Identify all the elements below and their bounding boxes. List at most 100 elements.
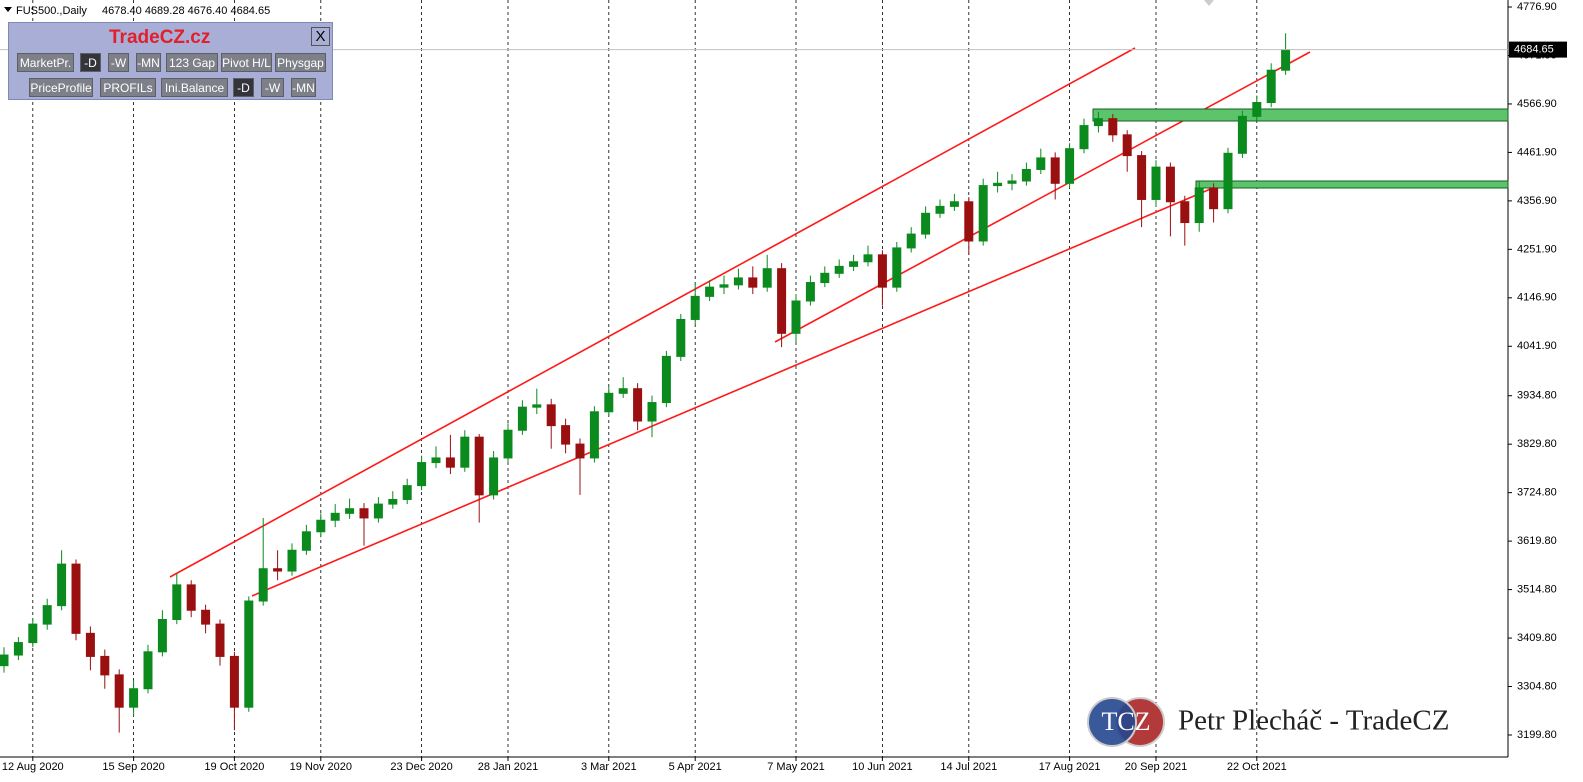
candle-body <box>273 568 283 572</box>
candle-body <box>215 623 225 657</box>
candle-body <box>1223 152 1233 210</box>
candle-body <box>921 212 931 235</box>
candle-body <box>1007 180 1017 184</box>
candle-body <box>1252 102 1262 117</box>
x-tick-label: 19 Nov 2020 <box>290 761 352 773</box>
panel-close[interactable]: X <box>311 27 330 46</box>
candle-body <box>258 568 268 602</box>
candle-body <box>949 201 959 207</box>
y-tick-label: 4566.90 <box>1517 98 1557 110</box>
grid <box>32 0 1258 757</box>
y-tick-label: 4041.90 <box>1517 340 1557 352</box>
panel-button[interactable]: PriceProfile <box>29 78 93 97</box>
candle-body <box>1137 155 1147 200</box>
logo-circle <box>1087 697 1137 747</box>
panel-button[interactable]: MarketPr. <box>17 53 74 72</box>
candle-body <box>762 268 772 288</box>
candle-body <box>129 688 139 708</box>
trend-line <box>169 47 1136 578</box>
candle-body <box>719 284 729 288</box>
candle-body <box>143 651 153 690</box>
candle-body <box>1050 157 1060 184</box>
y-tick-label: 3619.80 <box>1517 535 1557 547</box>
candle-body <box>359 508 369 519</box>
candle-body <box>589 411 599 459</box>
x-tick-label: 23 Dec 2020 <box>390 761 452 773</box>
panel-button[interactable]: -D <box>233 78 254 97</box>
current-price-label: 4684.65 <box>1514 44 1554 56</box>
y-tick-label: 4776.90 <box>1517 1 1557 13</box>
candle-body <box>1194 187 1204 224</box>
x-tick-label: 17 Aug 2021 <box>1039 761 1101 773</box>
ohlc-label: 4678.40 4689.28 4676.40 4684.65 <box>102 5 270 17</box>
panel-button[interactable]: -W <box>108 53 129 72</box>
candle-body <box>1165 166 1175 203</box>
candle-body <box>993 182 1003 187</box>
trend-line <box>774 51 1311 343</box>
candles <box>0 33 1291 733</box>
panel-button[interactable]: Pivot H/L <box>221 53 272 72</box>
shift-marker <box>1204 0 1214 6</box>
candle-body <box>978 185 988 242</box>
logo-text: TCZ <box>1101 707 1150 736</box>
candle-body <box>1079 125 1089 150</box>
candle-body <box>1151 166 1161 200</box>
candle-body <box>647 402 657 422</box>
x-tick-label: 22 Oct 2021 <box>1227 761 1287 773</box>
candle-body <box>114 674 124 708</box>
candle-body <box>287 549 297 572</box>
candle-body <box>503 429 513 459</box>
candle-body <box>201 609 211 625</box>
candle-body <box>417 462 427 487</box>
panel-title: TradeCZ.cz <box>109 27 211 48</box>
candle-body <box>1093 118 1103 127</box>
candle-body <box>1281 49 1291 71</box>
candle-body <box>906 233 916 249</box>
candle-body <box>1065 148 1075 184</box>
panel-button[interactable]: PROFILs <box>100 78 156 97</box>
candle-body <box>373 503 383 519</box>
candle-body <box>1122 134 1132 157</box>
candle-body <box>13 642 23 656</box>
panel-button[interactable]: -MN <box>136 53 161 72</box>
candle-body <box>244 600 254 708</box>
x-tick-label: 12 Aug 2020 <box>2 761 64 773</box>
candle-body <box>229 655 239 708</box>
candle-body <box>402 485 412 500</box>
candle-body <box>85 632 95 657</box>
candle-body <box>877 254 887 288</box>
tool-panel: TradeCZ.cz X MarketPr. -D -W -MN 123 Gap Pivo… <box>8 22 333 100</box>
y-tick-label: 3409.80 <box>1517 632 1557 644</box>
x-tick-label: 3 Mar 2021 <box>581 761 637 773</box>
panel-button[interactable]: -W <box>261 78 284 97</box>
watermark: TCZ Petr Plecháč - TradeCZ <box>1087 697 1449 747</box>
y-tick-label: 3829.80 <box>1517 438 1557 450</box>
y-tick-label: 4461.90 <box>1517 146 1557 158</box>
x-tick-label: 5 Apr 2021 <box>669 761 722 773</box>
candle-body <box>690 295 700 320</box>
zone <box>1092 108 1509 122</box>
panel-button[interactable]: 123 Gap <box>166 53 218 72</box>
panel-button[interactable]: Ini.Balance <box>161 78 228 97</box>
candle-body <box>849 261 859 267</box>
candle-body <box>705 286 715 297</box>
candle-body <box>431 457 441 464</box>
candle-body <box>1036 157 1046 170</box>
y-tick-label: 4146.90 <box>1517 292 1557 304</box>
panel-button[interactable]: Physgap <box>275 53 326 72</box>
candle-body <box>618 388 628 394</box>
y-tick-label: 3934.80 <box>1517 390 1557 402</box>
panel-button[interactable]: -D <box>80 53 101 72</box>
candle-body <box>1237 115 1247 154</box>
menu-arrow <box>4 7 12 12</box>
panel-button[interactable]: -MN <box>291 78 316 97</box>
symbol-label: FUS500.,Daily <box>16 5 87 17</box>
candle-body <box>676 318 686 357</box>
candle-body <box>517 406 527 431</box>
candle-body <box>301 531 311 551</box>
candle-body <box>1209 187 1219 210</box>
candle-body <box>935 205 945 214</box>
candle-body <box>445 457 455 468</box>
current-price-box <box>1509 41 1567 58</box>
